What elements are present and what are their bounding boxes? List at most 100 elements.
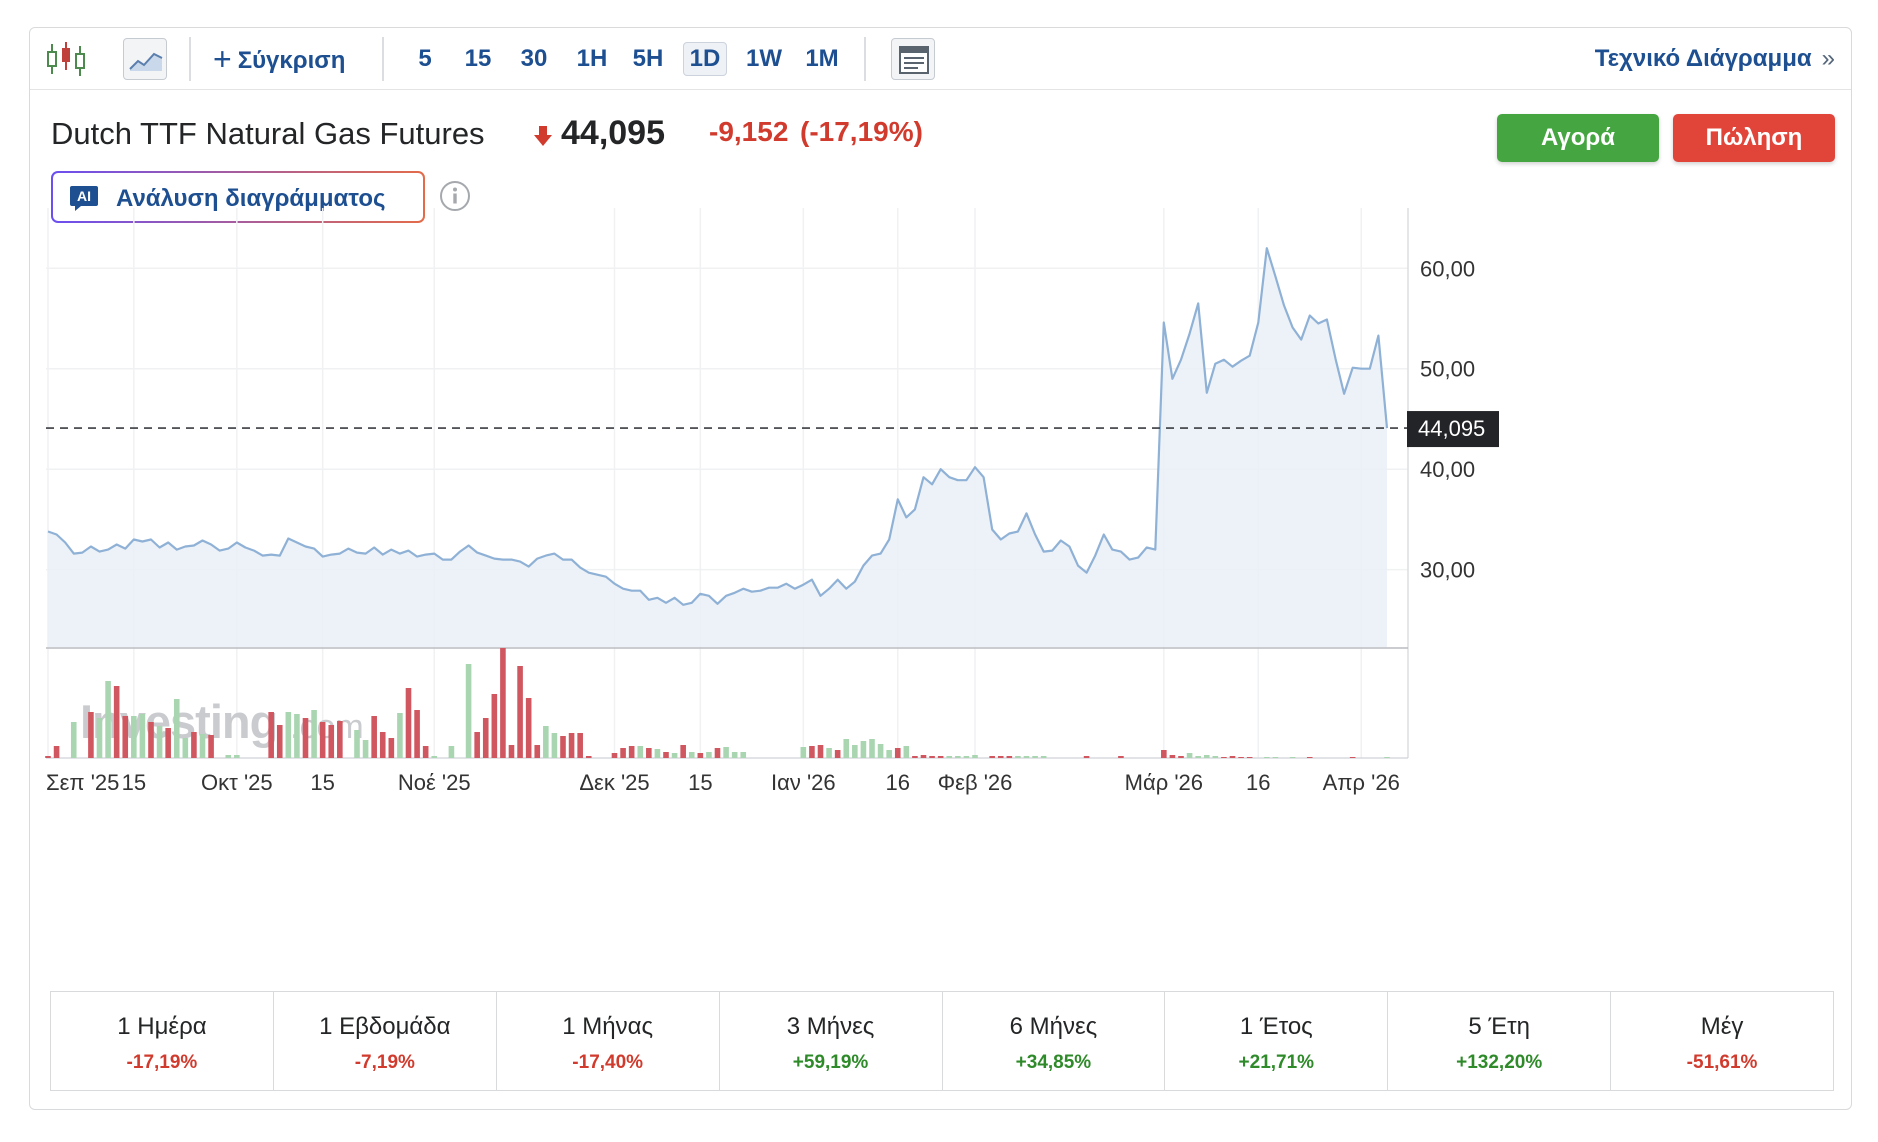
- volume-bar: [826, 748, 832, 758]
- volume-bar: [817, 745, 824, 758]
- price-change: -9,152: [709, 116, 789, 147]
- volume-bar: [53, 746, 60, 758]
- compare-label: Σύγκριση: [237, 47, 346, 74]
- x-tick-label: Ιαν '26: [771, 770, 836, 795]
- volume-bar: [585, 756, 592, 758]
- volume-bar: [912, 756, 918, 758]
- volume-bar: [577, 733, 583, 758]
- volume-bar: [628, 746, 635, 758]
- watermark-suffix: .com: [290, 708, 364, 746]
- performance-period: Μέγ: [1700, 1013, 1744, 1040]
- volume-bar: [311, 710, 317, 758]
- volume-bar: [1169, 755, 1176, 758]
- performance-period: 6 Μήνες: [1009, 1013, 1098, 1040]
- instrument-name: Dutch TTF Natural Gas Futures: [51, 116, 485, 151]
- performance-cell[interactable]: 1 Έτος +21,71%: [1165, 992, 1389, 1090]
- x-tick-label: Σεπ '25: [46, 770, 119, 795]
- volume-bar: [894, 748, 901, 758]
- interval-15[interactable]: 15: [464, 45, 492, 72]
- performance-table: 1 Ημέρα -17,19% 1 Εβδομάδα -7,19% 1 Μήνας -17…: [50, 991, 1834, 1091]
- volume-bar: [654, 749, 661, 758]
- performance-value: +21,71%: [1238, 1052, 1315, 1073]
- volume-bar: [1178, 756, 1184, 758]
- interval-1m[interactable]: 1M: [805, 45, 839, 72]
- performance-cell[interactable]: Μέγ -51,61%: [1611, 992, 1833, 1090]
- volume-bar: [1118, 756, 1124, 758]
- volume-bar: [525, 698, 532, 758]
- volume-bar: [414, 710, 420, 758]
- interval-1h[interactable]: 1H: [576, 45, 608, 72]
- ai-badge-text: AI: [77, 188, 91, 204]
- performance-cell[interactable]: 1 Μήνας -17,40%: [497, 992, 720, 1090]
- volume-bar: [208, 735, 214, 758]
- volume-bar: [740, 752, 747, 758]
- x-tick-label: 15: [122, 770, 146, 795]
- interval-1d[interactable]: 1D: [683, 42, 727, 76]
- x-tick-label: Οκτ '25: [201, 770, 273, 795]
- info-icon[interactable]: [439, 180, 471, 212]
- volume-bar: [680, 745, 686, 758]
- volume-bar: [869, 739, 875, 758]
- toolbar-divider: [189, 37, 191, 81]
- volume-bar: [337, 721, 343, 758]
- volume-bar: [903, 746, 910, 758]
- performance-cell[interactable]: 1 Εβδομάδα -7,19%: [274, 992, 497, 1090]
- volume-bar: [1212, 756, 1219, 758]
- volume-bar: [148, 722, 154, 758]
- toolbar-divider: [382, 37, 384, 81]
- down-arrow-icon: [534, 126, 552, 146]
- volume-bar: [543, 726, 549, 758]
- volume-bar: [1203, 755, 1210, 758]
- performance-cell[interactable]: 3 Μήνες +59,19%: [720, 992, 943, 1090]
- performance-cell[interactable]: 6 Μήνες +34,85%: [943, 992, 1166, 1090]
- volume-bar: [663, 752, 669, 758]
- volume-bar: [491, 694, 498, 758]
- performance-value: +132,20%: [1456, 1052, 1543, 1073]
- last-price: 44,095: [561, 114, 665, 152]
- interval-5h[interactable]: 5H: [632, 45, 664, 72]
- volume-bar: [268, 712, 274, 758]
- price-chart[interactable]: Investing .com 44,095 60,0050,0040,0030,…: [30, 28, 1853, 968]
- sell-button[interactable]: Πώληση: [1673, 114, 1835, 162]
- performance-value: -7,19%: [354, 1052, 415, 1073]
- volume-bar: [173, 699, 180, 758]
- volume-bar: [448, 746, 455, 758]
- performance-cell[interactable]: 5 Έτη +132,20%: [1388, 992, 1612, 1090]
- compare-button[interactable]: + Σύγκριση: [213, 42, 345, 76]
- y-tick-label: 30,00: [1420, 558, 1475, 583]
- technical-chart-link[interactable]: Τεχνικό Διάγραμμα »: [1595, 42, 1835, 76]
- interval-30[interactable]: 30: [520, 45, 548, 72]
- volume-bar: [139, 714, 146, 758]
- volume-bars: [45, 648, 1408, 759]
- volume-bar: [1015, 756, 1021, 758]
- volume-bar: [620, 748, 626, 758]
- volume-bar: [560, 736, 566, 758]
- volume-bar: [191, 732, 197, 758]
- ai-chart-analysis-button[interactable]: AI Ανάλυση διαγράμματος: [51, 171, 425, 223]
- x-tick-label: Μάρ '26: [1125, 770, 1203, 795]
- volume-bar: [199, 734, 206, 758]
- interval-1w[interactable]: 1W: [746, 45, 782, 72]
- volume-bar: [568, 733, 575, 758]
- volume-bar: [225, 755, 232, 758]
- candlestick-chart-icon[interactable]: [46, 40, 86, 78]
- volume-bar: [362, 740, 369, 758]
- layout-button[interactable]: [891, 38, 935, 80]
- volume-bar: [688, 752, 695, 758]
- volume-bar: [234, 755, 240, 758]
- volume-bar: [937, 756, 944, 758]
- area-chart-icon: [129, 52, 163, 71]
- performance-period: 5 Έτη: [1468, 1013, 1531, 1040]
- buy-button[interactable]: Αγορά: [1497, 114, 1659, 162]
- volume-bar: [706, 752, 712, 758]
- performance-value: -51,61%: [1686, 1052, 1758, 1073]
- performance-cell[interactable]: 1 Ημέρα -17,19%: [51, 992, 274, 1090]
- interval-5[interactable]: 5: [418, 45, 432, 72]
- volume-bar: [1229, 756, 1236, 758]
- volume-bar: [637, 746, 644, 758]
- volume-bar: [1032, 756, 1038, 758]
- x-tick-label: Δεκ '25: [579, 770, 649, 795]
- volume-bar: [70, 722, 77, 758]
- area-chart-button[interactable]: [123, 38, 167, 80]
- volume-bar: [843, 739, 850, 758]
